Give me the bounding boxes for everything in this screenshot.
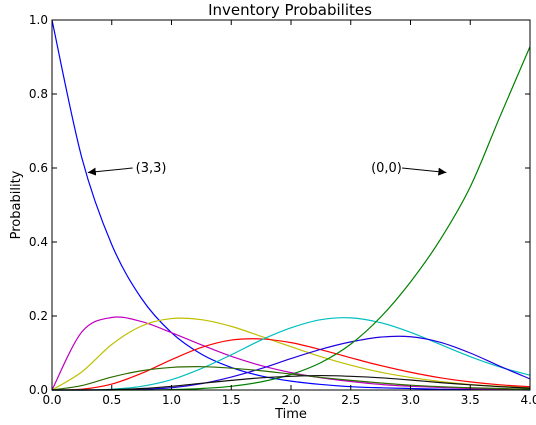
annotation-layer: (3,3) (0,0): [87, 161, 447, 176]
annotation-label-1: (3,3): [136, 161, 167, 176]
chart-title: Inventory Probabilites: [208, 1, 372, 19]
series-line-8: [51, 366, 531, 391]
x-tick-label: 1.0: [162, 393, 181, 407]
y-tick-label: 0.0: [29, 383, 48, 397]
y-tick-label: 0.6: [29, 161, 48, 175]
x-tick-label: 3.5: [461, 393, 480, 407]
series-line-2: [51, 316, 531, 391]
plot-frame: [51, 19, 531, 391]
x-tick-label: 4.0: [520, 393, 536, 407]
series-line-7: [52, 46, 531, 391]
y-tick-label: 0.4: [29, 235, 48, 249]
series-line-4: [51, 338, 531, 391]
x-tick-label: 0.5: [102, 393, 121, 407]
annotation-arrow-1: [87, 167, 133, 176]
annotation-label-2: (0,0): [371, 161, 402, 176]
x-tick-label: 2.5: [341, 393, 360, 407]
annotation-arrow-2: [402, 167, 447, 176]
series-layer: [51, 19, 531, 391]
y-tick-label: 0.8: [29, 87, 48, 101]
x-tick-label: 2.0: [281, 393, 300, 407]
series-line-5: [51, 317, 531, 391]
x-axis-label: Time: [274, 407, 307, 422]
x-tick-label: 0.0: [42, 393, 61, 407]
series-line-6: [52, 335, 531, 391]
x-axis-ticks: 0.0 0.5 1.0 1.5 2.0 2.5 3.0 3.5 4.0: [42, 20, 536, 407]
x-tick-label: 1.5: [222, 393, 241, 407]
series-line-1: [51, 19, 531, 391]
x-tick-label: 3.0: [401, 393, 420, 407]
y-axis-ticks: 0.0 0.2 0.4 0.6 0.8 1.0: [29, 13, 530, 397]
y-tick-label: 1.0: [29, 13, 48, 27]
series-line-9: [51, 374, 531, 391]
y-tick-label: 0.2: [29, 309, 48, 323]
series-line-3: [51, 317, 531, 391]
y-axis-label: Probability: [9, 170, 24, 239]
